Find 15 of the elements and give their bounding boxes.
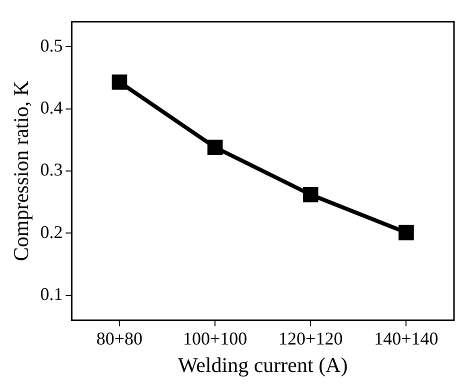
x-tick-label: 140+140 xyxy=(374,328,438,349)
x-tick-label: 80+80 xyxy=(96,328,143,349)
point xyxy=(207,140,223,156)
y-tick-label: 0.5 xyxy=(40,35,63,56)
y-tick-label: 0.1 xyxy=(40,284,63,304)
y-tick-label: 0.4 xyxy=(40,98,63,118)
y-tick-label: 0.3 xyxy=(40,160,63,180)
point xyxy=(398,224,414,240)
y-axis-title: Compression ratio, K xyxy=(9,80,34,262)
x-tick-label: 100+100 xyxy=(182,328,248,349)
x-tick-label: 120+120 xyxy=(278,328,343,349)
y-tick-label: 0.2 xyxy=(40,222,63,242)
point xyxy=(112,74,128,90)
x-axis-title: Welding current (A) xyxy=(178,352,348,377)
point xyxy=(302,186,318,202)
